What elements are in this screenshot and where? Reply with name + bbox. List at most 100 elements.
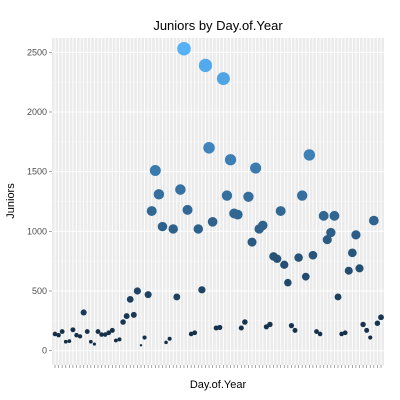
- y-tick-label: 2000: [27, 107, 47, 117]
- data-point: [188, 331, 194, 337]
- data-point: [133, 287, 141, 295]
- data-point: [355, 264, 364, 273]
- data-point: [297, 190, 308, 201]
- data-point: [89, 339, 93, 344]
- data-point: [326, 227, 336, 238]
- data-point: [177, 41, 191, 56]
- data-point: [342, 330, 348, 336]
- data-point: [77, 334, 83, 339]
- data-point: [224, 154, 237, 166]
- data-point: [288, 322, 295, 329]
- data-point: [142, 335, 147, 340]
- data-point: [102, 332, 108, 337]
- y-axis-title: Juniors: [5, 183, 17, 219]
- data-point: [216, 72, 230, 86]
- data-point: [360, 321, 366, 328]
- data-point: [275, 206, 286, 217]
- data-point: [308, 250, 318, 260]
- data-point: [247, 237, 257, 247]
- y-tick-label: 1500: [27, 167, 47, 177]
- data-point: [232, 209, 243, 220]
- data-point: [242, 319, 248, 325]
- data-point: [126, 295, 134, 303]
- y-axis-ticks: 0 500 1000 1500 2000 2500: [27, 47, 52, 356]
- data-point: [70, 327, 76, 333]
- data-point: [146, 206, 157, 217]
- data-point: [84, 329, 90, 334]
- data-point: [192, 330, 198, 336]
- data-point: [106, 330, 112, 336]
- data-point: [303, 149, 316, 161]
- y-tick-label: 500: [32, 286, 47, 296]
- data-point: [250, 162, 262, 174]
- data-point: [217, 324, 223, 330]
- data-point: [258, 220, 268, 231]
- data-point: [318, 210, 329, 221]
- data-point: [243, 191, 254, 202]
- data-point: [334, 293, 342, 301]
- data-point: [92, 342, 96, 346]
- data-point: [67, 339, 72, 343]
- y-tick-label: 1000: [27, 226, 47, 236]
- data-point: [378, 314, 384, 321]
- data-points: [52, 41, 384, 347]
- data-point: [99, 332, 104, 337]
- data-point: [374, 320, 381, 326]
- data-point: [168, 224, 178, 234]
- data-point: [59, 329, 65, 334]
- data-point: [149, 164, 161, 176]
- data-point: [167, 336, 172, 341]
- data-point: [130, 311, 137, 318]
- data-point: [317, 331, 323, 337]
- data-point: [157, 221, 168, 232]
- grid-lines: [52, 38, 384, 365]
- x-axis-title: Day.of.Year: [190, 379, 247, 391]
- data-point: [329, 210, 340, 221]
- data-point: [198, 58, 213, 73]
- data-point: [164, 340, 168, 345]
- data-point: [221, 190, 233, 201]
- data-point: [198, 286, 206, 294]
- data-point: [314, 329, 319, 334]
- data-point: [238, 325, 244, 331]
- data-point: [123, 313, 130, 320]
- data-point: [153, 189, 165, 200]
- data-point: [294, 253, 303, 262]
- data-point: [80, 309, 87, 316]
- data-point: [113, 338, 118, 343]
- data-point: [368, 335, 373, 340]
- data-point: [339, 331, 344, 337]
- data-point: [193, 224, 204, 234]
- data-point: [139, 344, 143, 347]
- data-point: [369, 215, 379, 226]
- data-point: [322, 235, 332, 245]
- data-point: [203, 142, 215, 154]
- data-point: [280, 260, 289, 269]
- data-point: [272, 254, 282, 264]
- data-point: [348, 248, 357, 258]
- data-point: [173, 293, 181, 301]
- data-point: [292, 327, 298, 333]
- data-point: [301, 272, 310, 281]
- data-point: [175, 184, 186, 195]
- data-point: [120, 319, 126, 325]
- data-point: [117, 337, 122, 342]
- data-point: [63, 339, 68, 344]
- data-point: [52, 331, 58, 337]
- x-axis-ticks: [54, 365, 382, 368]
- chart-title: Juniors by Day.of.Year: [153, 18, 283, 33]
- data-point: [74, 332, 79, 338]
- data-point: [364, 327, 370, 333]
- data-point: [267, 321, 273, 328]
- y-tick-label: 2500: [27, 47, 47, 57]
- y-tick-label: 0: [42, 346, 47, 356]
- data-point: [344, 266, 353, 275]
- data-point: [56, 332, 61, 338]
- data-point: [351, 230, 361, 240]
- data-point: [144, 291, 152, 299]
- data-point: [95, 329, 101, 334]
- data-point: [182, 204, 193, 215]
- data-point: [207, 216, 218, 227]
